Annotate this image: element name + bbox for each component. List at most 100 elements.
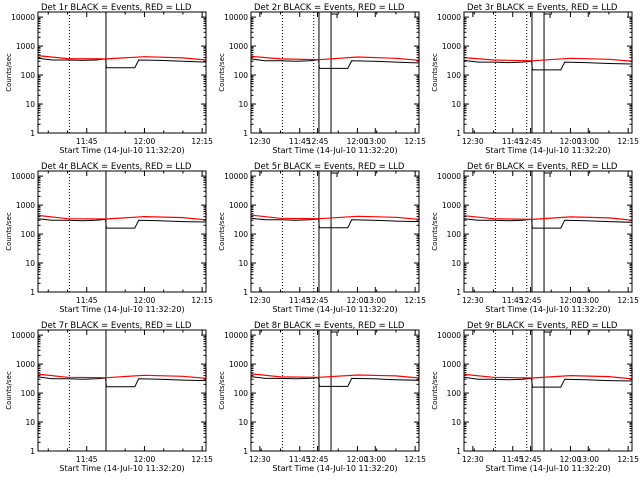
x-tick-label: 12:15 [191,296,213,305]
x-tick-label: 11:45 [289,455,311,464]
x-tick-label: 11:45 [502,296,524,305]
x-tick-label: 13:00 [364,137,386,146]
y-tick-label: 10000 [437,13,461,22]
events-series-line [250,376,420,390]
y-tick-label: 100 [21,230,36,239]
y-tick-label: 1 [30,288,35,297]
lld-series-line [250,368,420,379]
x-tick-label: 12:45 [520,137,542,146]
y-axis-label: Counts/sec [218,53,226,92]
y-tick-label: 100 [447,71,462,80]
x-axis-label: Start Time (14-Jul-10 11:32:20) [485,305,610,314]
x-tick-label: 12:00 [560,296,582,305]
panel-title: Det 9r BLACK = Events, RED = LLD [467,321,618,331]
x-tick-label: 12:15 [404,296,426,305]
panel-6: Det 6r BLACK = Events, RED = LLD 1 10 100 10… [431,162,639,314]
x-axis-label: Start Time (14-Jul-10 11:32:20) [59,464,184,473]
x-axis-label: Start Time (14-Jul-10 11:32:20) [272,464,397,473]
panel-1: Det 1r BLACK = Events, RED = LLD 1 10 100 10… [5,3,386,155]
panel-8: Det 8r BLACK = Events, RED = LLD 1 10 100 10… [218,321,599,473]
lld-series-line [250,50,420,62]
x-tick-label: 11:45 [502,455,524,464]
y-tick-label: 1 [243,288,248,297]
y-tick-label: 100 [234,71,249,80]
y-tick-label: 100 [21,71,36,80]
x-tick-label: 12:30 [249,137,271,146]
y-tick-label: 1 [243,447,248,456]
y-tick-label: 1 [30,129,35,138]
lld-series-line [463,368,633,380]
x-tick-label: 13:00 [577,137,599,146]
plot-frame [37,170,207,293]
plot-frame [463,329,633,452]
lld-series-line [463,52,633,62]
lld-series-line [37,49,207,61]
x-tick-label: 12:00 [560,455,582,464]
panel-title: Det 3r BLACK = Events, RED = LLD [467,3,618,13]
events-series-line [250,217,420,231]
y-tick-label: 1000 [16,360,35,369]
y-tick-label: 1 [456,447,461,456]
events-series-line [463,218,633,232]
x-tick-label: 12:00 [347,296,369,305]
y-tick-label: 1000 [442,360,461,369]
panel-9: Det 9r BLACK = Events, RED = LLD 1 10 100 10… [431,321,639,473]
panel-5: Det 5r BLACK = Events, RED = LLD 1 10 100 10… [218,162,599,314]
y-axis-label: Counts/sec [218,212,226,251]
panel-title: Det 6r BLACK = Events, RED = LLD [467,162,618,172]
x-tick-label: 12:45 [307,137,329,146]
lld-series-line [37,209,207,221]
y-axis-label: Counts/sec [5,53,13,92]
y-tick-label: 10000 [11,331,35,340]
events-top-marker [544,13,551,18]
x-tick-label: 12:45 [307,296,329,305]
x-tick-label: 12:30 [462,296,484,305]
x-axis-label: Start Time (14-Jul-10 11:32:20) [272,146,397,155]
x-tick-label: 11:45 [76,137,98,146]
y-tick-label: 10000 [224,172,248,181]
panel-2: Det 2r BLACK = Events, RED = LLD 1 10 100 10… [218,3,599,155]
panel-4: Det 4r BLACK = Events, RED = LLD 1 10 100 10… [5,162,386,314]
x-axis-label: Start Time (14-Jul-10 11:32:20) [272,305,397,314]
x-tick-label: 12:00 [134,137,156,146]
y-tick-label: 10000 [11,172,35,181]
y-tick-label: 100 [447,230,462,239]
y-tick-label: 10 [238,418,248,427]
x-tick-label: 12:30 [249,296,271,305]
x-tick-label: 12:30 [462,455,484,464]
y-tick-label: 10 [25,100,35,109]
y-tick-label: 1 [30,447,35,456]
y-tick-label: 1000 [16,42,35,51]
x-tick-label: 12:30 [249,455,271,464]
lld-series-line [37,368,207,380]
y-tick-label: 10 [451,418,461,427]
x-tick-label: 12:00 [134,455,156,464]
events-series-line [463,376,633,391]
y-tick-label: 1000 [442,201,461,210]
plot-frame [463,170,633,293]
y-tick-label: 100 [447,389,462,398]
y-tick-label: 10 [25,418,35,427]
x-tick-label: 12:15 [617,296,639,305]
lld-series-line [250,209,420,221]
events-series-line [37,57,207,71]
y-tick-label: 10 [238,100,248,109]
x-tick-label: 11:45 [289,137,311,146]
events-top-marker [331,172,338,177]
x-tick-label: 11:45 [76,296,98,305]
panel-title: Det 1r BLACK = Events, RED = LLD [41,3,192,13]
events-top-marker [544,331,551,336]
y-tick-label: 1000 [229,201,248,210]
events-series-line [37,218,207,231]
y-tick-label: 10 [451,259,461,268]
y-tick-label: 10000 [437,331,461,340]
x-tick-label: 12:15 [617,455,639,464]
y-tick-label: 100 [234,389,249,398]
y-tick-label: 1000 [229,360,248,369]
y-tick-label: 1 [456,288,461,297]
x-tick-label: 11:45 [76,455,98,464]
lld-series-line [463,209,633,221]
y-tick-label: 10000 [224,13,248,22]
x-tick-label: 12:15 [404,137,426,146]
